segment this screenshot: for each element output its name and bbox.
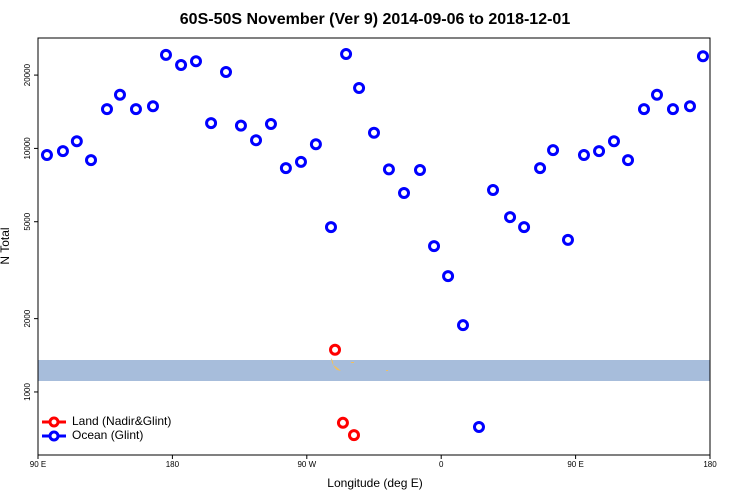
point xyxy=(294,155,307,168)
point xyxy=(428,240,441,253)
point xyxy=(40,148,53,161)
point xyxy=(487,183,500,196)
point xyxy=(279,162,292,175)
y-tick-label: 1000 xyxy=(23,383,32,401)
point xyxy=(347,429,360,442)
x-tick-label: 90 W xyxy=(297,460,316,469)
point xyxy=(340,48,353,61)
x-tick-label: 180 xyxy=(166,460,180,469)
legend-label: Land (Nadir&Glint) xyxy=(72,414,171,428)
point xyxy=(353,82,366,95)
point xyxy=(518,221,531,234)
point xyxy=(205,117,218,130)
x-axis-label: Longitude (deg E) xyxy=(327,476,422,490)
y-axis-label: N Total xyxy=(0,227,12,264)
legend-marker xyxy=(48,416,60,428)
point xyxy=(264,117,277,130)
x-tick-label: 180 xyxy=(703,460,717,469)
point xyxy=(70,135,83,148)
legend-label: Ocean (Glint) xyxy=(72,428,143,442)
x-tick-label: 0 xyxy=(439,460,444,469)
point xyxy=(324,221,337,234)
point xyxy=(329,343,342,356)
point xyxy=(56,145,69,158)
point xyxy=(683,100,696,113)
point xyxy=(234,119,247,132)
point xyxy=(159,48,172,61)
point xyxy=(382,163,395,176)
point xyxy=(534,162,547,175)
point xyxy=(442,270,455,283)
point xyxy=(607,135,620,148)
point xyxy=(472,420,485,433)
point xyxy=(368,126,380,139)
point xyxy=(413,164,426,177)
point xyxy=(593,145,606,158)
point xyxy=(398,186,411,199)
point xyxy=(189,55,202,68)
point xyxy=(336,416,349,429)
point xyxy=(457,319,470,332)
y-tick-label: 10000 xyxy=(23,137,32,160)
point xyxy=(100,103,113,116)
point xyxy=(666,103,679,116)
point xyxy=(309,138,322,151)
y-tick-label: 20000 xyxy=(23,63,32,86)
point xyxy=(622,154,635,167)
map-land xyxy=(331,358,388,371)
map-inset xyxy=(38,360,710,381)
point xyxy=(561,233,574,246)
point xyxy=(696,50,709,63)
y-tick-label: 5000 xyxy=(23,212,32,230)
point xyxy=(175,59,188,72)
point xyxy=(577,148,590,161)
x-tick-label: 90 E xyxy=(567,460,583,469)
point xyxy=(547,144,560,157)
plot-frame xyxy=(37,37,711,456)
point xyxy=(650,88,663,101)
point xyxy=(146,100,159,113)
y-tick-label: 2000 xyxy=(23,309,32,327)
point xyxy=(85,154,98,167)
x-tick-label: 90 E xyxy=(30,460,46,469)
point xyxy=(637,103,650,116)
point xyxy=(129,103,142,116)
point xyxy=(220,65,233,78)
point xyxy=(250,134,263,147)
legend-marker xyxy=(48,430,60,442)
point xyxy=(113,88,126,101)
chart-title: 60S-50S November (Ver 9) 2014-09-06 to 2… xyxy=(180,11,571,28)
point xyxy=(504,211,517,224)
